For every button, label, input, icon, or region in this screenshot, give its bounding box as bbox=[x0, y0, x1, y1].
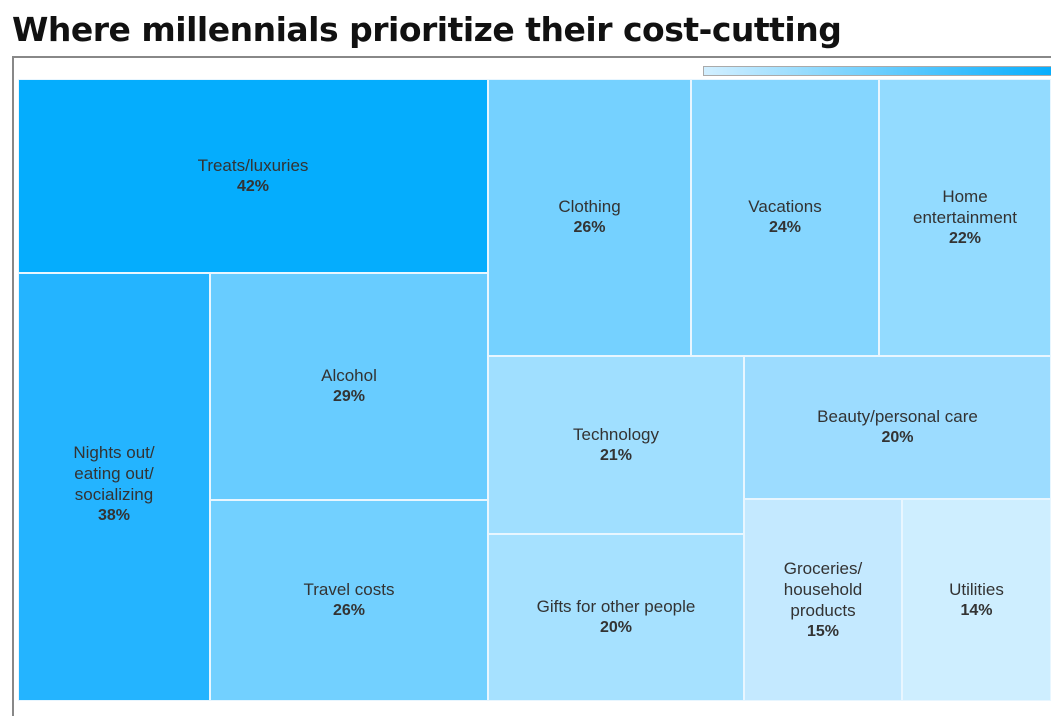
cell-value: 42% bbox=[236, 177, 270, 195]
cell-label: Nights out/ eating out/ socializing bbox=[73, 443, 155, 504]
cell-label: Vacations bbox=[748, 197, 822, 216]
treemap-cell: Groceries/ household products 15% bbox=[744, 499, 902, 701]
cell-value: 21% bbox=[599, 446, 633, 464]
cell-label: Travel costs bbox=[303, 580, 395, 599]
cell-label: Beauty/personal care bbox=[817, 407, 978, 426]
treemap-cell: Gifts for other people 20% bbox=[488, 534, 744, 701]
chart-frame bbox=[12, 56, 1051, 716]
color-scale-legend bbox=[703, 66, 1051, 76]
treemap-cell: Utilities 14% bbox=[902, 499, 1051, 701]
cell-label: Alcohol bbox=[321, 366, 377, 385]
treemap-cell: Treats/luxuries 42% bbox=[18, 79, 488, 273]
treemap-cell: Alcohol 29% bbox=[210, 273, 488, 500]
treemap-cell: Vacations 24% bbox=[691, 79, 879, 356]
cell-label: Technology bbox=[572, 424, 659, 444]
treemap-cell: Beauty/personal care 20% bbox=[744, 356, 1051, 499]
cell-label: Utilities bbox=[949, 579, 1004, 599]
cell-label: Gifts for other people bbox=[536, 597, 696, 616]
cell-value: 29% bbox=[332, 388, 366, 405]
cell-value: 20% bbox=[599, 619, 633, 636]
cell-label: Clothing bbox=[558, 197, 621, 216]
cell-value: 24% bbox=[768, 219, 802, 236]
treemap-cell: Technology 21% bbox=[488, 356, 744, 534]
cell-value: 14% bbox=[960, 601, 993, 619]
cell-value: 20% bbox=[881, 429, 914, 446]
cell-value: 22% bbox=[948, 229, 982, 247]
cell-value: 26% bbox=[573, 219, 606, 236]
cell-value: 15% bbox=[806, 622, 840, 640]
chart-title: Where millennials prioritize their cost-… bbox=[12, 10, 842, 49]
treemap-cell: Home entertainment 22% bbox=[879, 79, 1051, 356]
treemap-cell: Travel costs 26% bbox=[210, 500, 488, 701]
treemap-cell: Nights out/ eating out/ socializing 38% bbox=[18, 273, 210, 701]
cell-label: Groceries/ household products bbox=[783, 558, 863, 620]
cell-label: Treats/luxuries bbox=[197, 155, 309, 175]
treemap-cell: Clothing 26% bbox=[488, 79, 691, 356]
cell-label: Home entertainment bbox=[913, 186, 1017, 227]
cell-value: 38% bbox=[97, 507, 131, 524]
cell-value: 26% bbox=[332, 602, 366, 619]
